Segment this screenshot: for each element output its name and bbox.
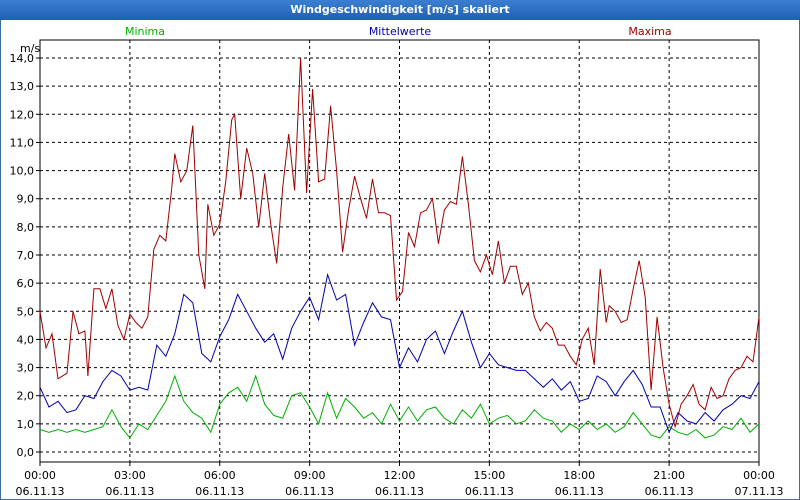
y-tick-label: 11,0	[10, 136, 35, 149]
y-tick-label: 8,0	[17, 221, 35, 234]
x-tick-date: 06.11.13	[16, 485, 65, 498]
y-axis-label: m/s	[20, 42, 40, 55]
y-tick-label: 6,0	[17, 277, 35, 290]
legend-mittelwerte: Mittelwerte	[369, 25, 432, 38]
x-tick-date: 06.11.13	[375, 485, 424, 498]
x-tick-time: 00:00	[24, 469, 56, 482]
x-tick-date: 07.11.13	[735, 485, 784, 498]
y-tick-label: 10,0	[10, 165, 35, 178]
x-axis: 00:00 06.11.13 03:00 06.11.13 06:00 06.11.13 0…	[16, 462, 784, 498]
y-tick-label: 13,0	[10, 80, 35, 93]
y-tick-label: 1,0	[17, 418, 35, 431]
y-axis: 0,0 1,0 2,0 3,0 4,0 5,0 6,0 7,0 8,0 9,0 10,0 11,0 12…	[10, 52, 40, 459]
series-line-mittelwerte	[39, 272, 760, 434]
y-tick-label: 0,0	[17, 446, 35, 459]
x-tick-time: 12:00	[384, 469, 416, 482]
chart-title: Windgeschwindigkeit [m/s] skaliert	[0, 0, 800, 20]
y-tick-label: 2,0	[17, 390, 35, 403]
x-tick-date: 06.11.13	[105, 485, 154, 498]
x-tick-time: 15:00	[474, 469, 506, 482]
y-tick-label: 5,0	[17, 305, 35, 318]
y-tick-label: 14,0	[10, 52, 35, 65]
y-tick-label: 4,0	[17, 333, 35, 346]
x-tick-date: 06.11.13	[555, 485, 604, 498]
x-tick-date: 06.11.13	[195, 485, 244, 498]
y-tick-label: 9,0	[17, 193, 35, 206]
x-tick-date: 06.11.13	[285, 485, 334, 498]
y-tick-label: 12,0	[10, 108, 35, 121]
legend-minima: Minima	[125, 25, 165, 38]
y-tick-label: 3,0	[17, 362, 35, 375]
series-line-minima	[39, 374, 760, 439]
legend-maxima: Maxima	[628, 25, 671, 38]
y-tick-label: 7,0	[17, 249, 35, 262]
x-tick-time: 09:00	[294, 469, 326, 482]
gridlines	[40, 40, 759, 462]
x-tick-time: 21:00	[653, 469, 685, 482]
x-tick-time: 00:00	[743, 469, 775, 482]
series-line-maxima	[39, 57, 760, 429]
x-tick-date: 06.11.13	[645, 485, 694, 498]
x-tick-date: 06.11.13	[465, 485, 514, 498]
x-tick-time: 03:00	[114, 469, 146, 482]
x-tick-time: 18:00	[563, 469, 595, 482]
series-lines	[39, 57, 760, 439]
legend: Minima Mittelwerte Maxima	[125, 25, 672, 38]
x-tick-time: 06:00	[204, 469, 236, 482]
